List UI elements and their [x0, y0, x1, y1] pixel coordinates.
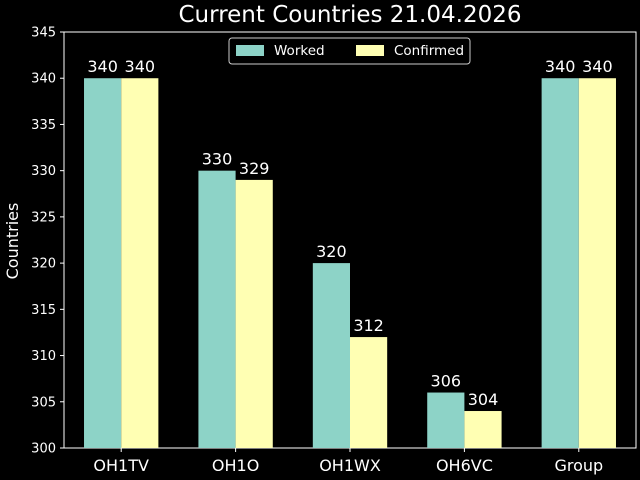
legend-label: Worked — [274, 43, 325, 59]
data-labels: 340 330 320 306 340 340 329 312 304 340 — [87, 57, 612, 409]
legend: Worked Confirmed — [228, 37, 471, 65]
y-tick-label: 310 — [31, 349, 56, 364]
x-tick-label: OH1WX — [319, 456, 381, 475]
y-tick-label: 330 — [31, 164, 56, 179]
y-tick-label: 320 — [31, 257, 56, 272]
data-label: 320 — [316, 242, 347, 261]
bar-confirmed — [121, 78, 159, 448]
bar-confirmed — [235, 179, 273, 448]
bar-worked — [84, 78, 122, 448]
legend-label: Confirmed — [394, 43, 464, 59]
y-tick-label: 305 — [31, 395, 56, 410]
bar-worked — [427, 392, 465, 448]
y-tick-label: 340 — [31, 72, 56, 87]
x-tick-label: OH1TV — [93, 456, 149, 475]
axes: 300 305 310 315 320 325 330 335 340 345 OH1TV OH1O O… — [31, 26, 637, 475]
bar-confirmed — [578, 78, 616, 448]
data-label: 340 — [125, 57, 156, 76]
x-tick-label: OH6VC — [436, 456, 493, 475]
data-label: 340 — [582, 57, 613, 76]
y-tick-label: 345 — [31, 26, 56, 41]
y-tick-label: 335 — [31, 118, 56, 133]
legend-swatch — [236, 45, 264, 56]
data-label: 312 — [353, 316, 384, 335]
chart-title: Current Countries 21.04.2026 — [179, 2, 522, 28]
x-tick-label: OH1O — [212, 456, 259, 475]
bar-confirmed — [350, 337, 388, 448]
bar-worked — [198, 170, 236, 448]
data-label: 340 — [545, 57, 576, 76]
legend-swatch — [356, 45, 384, 56]
data-label: 329 — [239, 159, 270, 178]
y-axis-label: Countries — [3, 203, 22, 280]
y-tick-label: 300 — [31, 442, 56, 457]
y-tick-label: 325 — [31, 210, 56, 225]
data-label: 304 — [468, 390, 499, 409]
bar-confirmed — [464, 411, 502, 448]
bars — [84, 78, 616, 448]
y-tick-label: 315 — [31, 303, 56, 318]
data-label: 340 — [87, 57, 118, 76]
x-tick-label: Group — [554, 456, 603, 475]
bar-worked — [312, 263, 350, 448]
data-label: 330 — [202, 150, 233, 169]
bar-worked — [541, 78, 579, 448]
data-label: 306 — [431, 372, 462, 391]
legend-frame — [228, 37, 471, 65]
